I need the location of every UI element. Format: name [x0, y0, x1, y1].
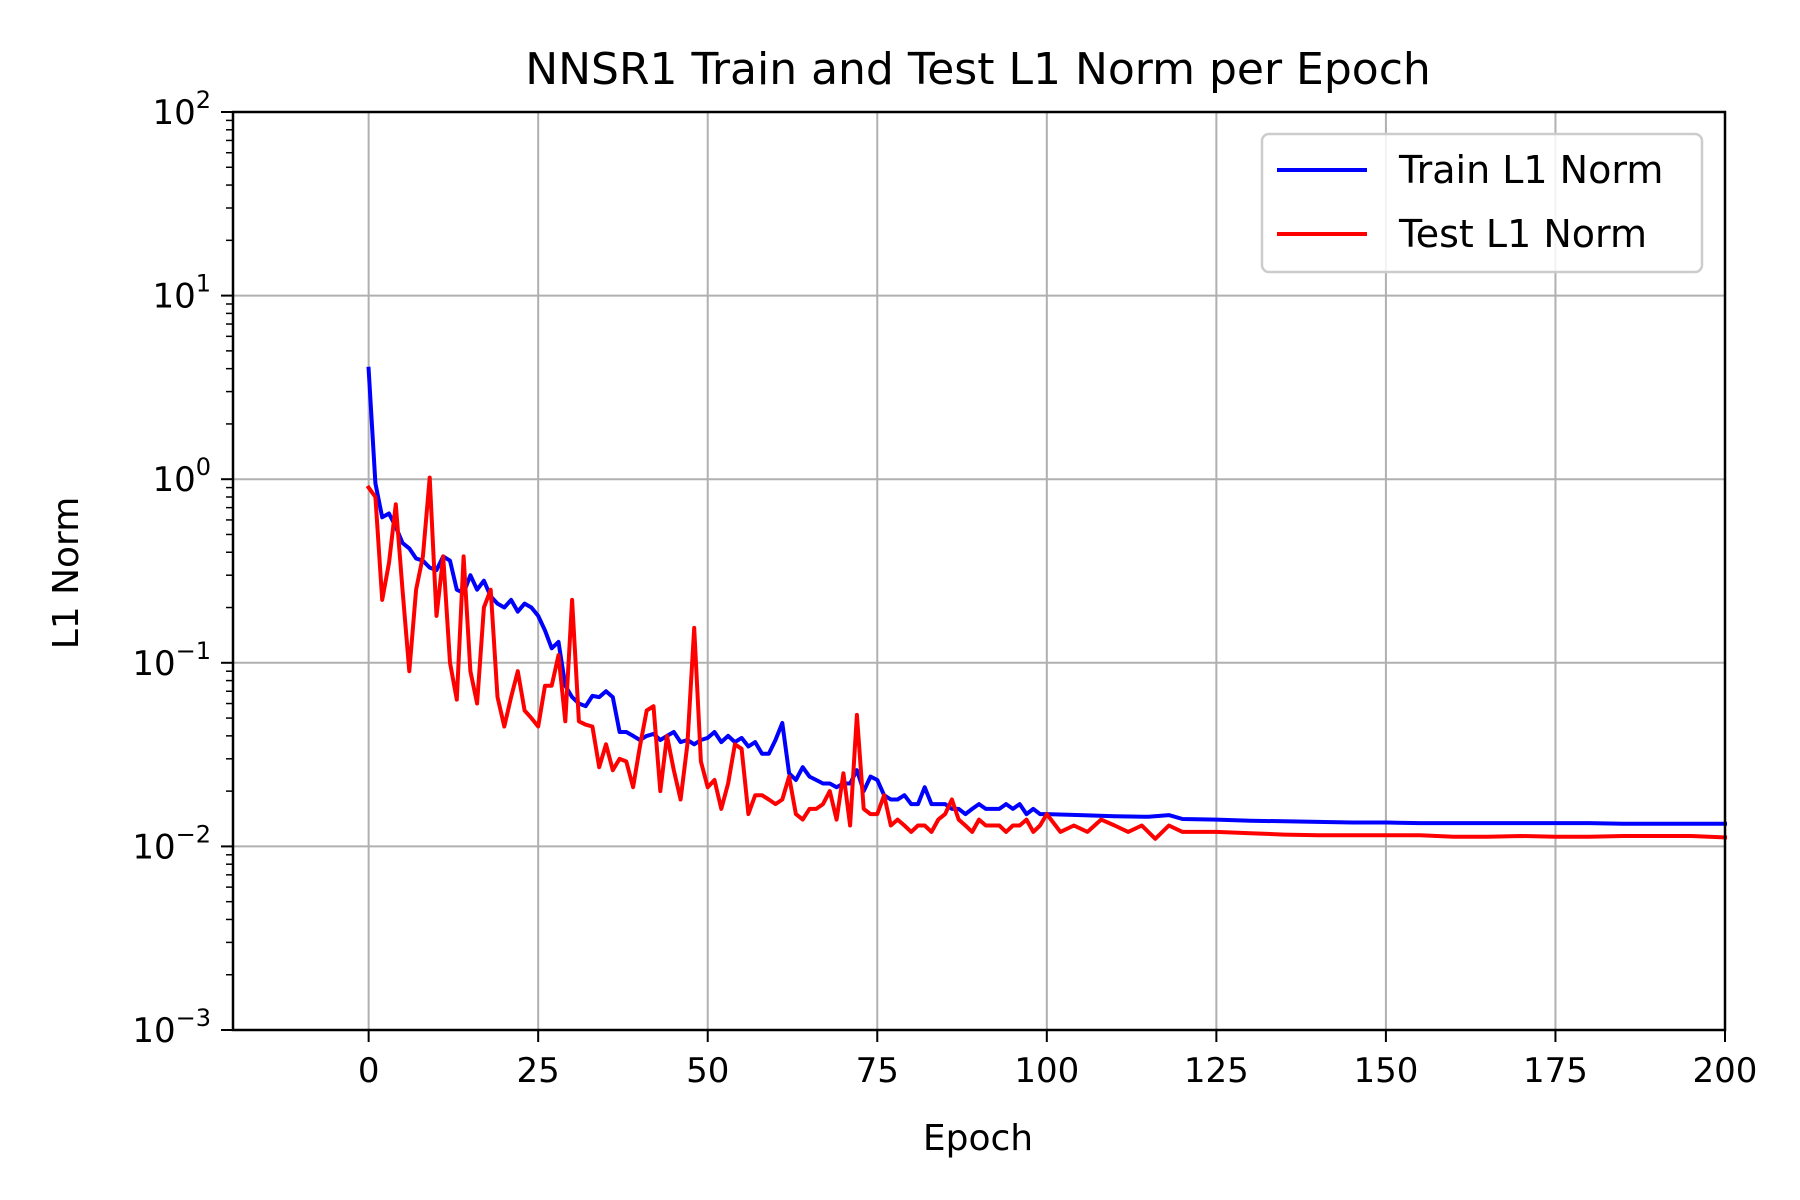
- test-l1-norm-line: [365, 475, 1728, 841]
- x-tick-label: 150: [1353, 1051, 1418, 1091]
- axes-frame: [231, 110, 1727, 1032]
- x-tick-label: 100: [1014, 1051, 1079, 1091]
- legend-label-test: Test L1 Norm: [1398, 212, 1647, 256]
- x-tick-label: 125: [1184, 1051, 1249, 1091]
- train-l1-norm-line: [366, 366, 1727, 826]
- legend: Train L1 Norm Test L1 Norm: [1260, 132, 1704, 274]
- y-tick-label: 102: [152, 86, 211, 133]
- legend-label-train: Train L1 Norm: [1398, 148, 1663, 192]
- x-tick-label: 175: [1523, 1051, 1588, 1091]
- legend-box: [1260, 132, 1704, 274]
- plot-series: [365, 366, 1728, 841]
- y-tick-label: 10−1: [132, 637, 211, 684]
- x-tick-label: 50: [686, 1051, 729, 1091]
- chart-title: NNSR1 Train and Test L1 Norm per Epoch: [525, 44, 1431, 95]
- x-tick-label: 75: [856, 1051, 899, 1091]
- x-tick-label: 200: [1693, 1051, 1758, 1091]
- y-axis-label: L1 Norm: [46, 497, 87, 650]
- x-axis-label: Epoch: [923, 1118, 1033, 1159]
- tick-labels: 0 25 50 75 100 125 150 175 200 10−3 10−2 10−1 100 101…: [132, 86, 1757, 1091]
- y-tick-label: 101: [152, 270, 211, 317]
- x-tick-label: 25: [517, 1051, 560, 1091]
- axis-ticks: [221, 111, 1726, 1042]
- y-tick-label: 100: [152, 453, 211, 500]
- x-tick-label: 0: [358, 1051, 380, 1091]
- y-tick-label: 10−3: [132, 1004, 211, 1051]
- y-tick-label: 10−2: [132, 820, 211, 867]
